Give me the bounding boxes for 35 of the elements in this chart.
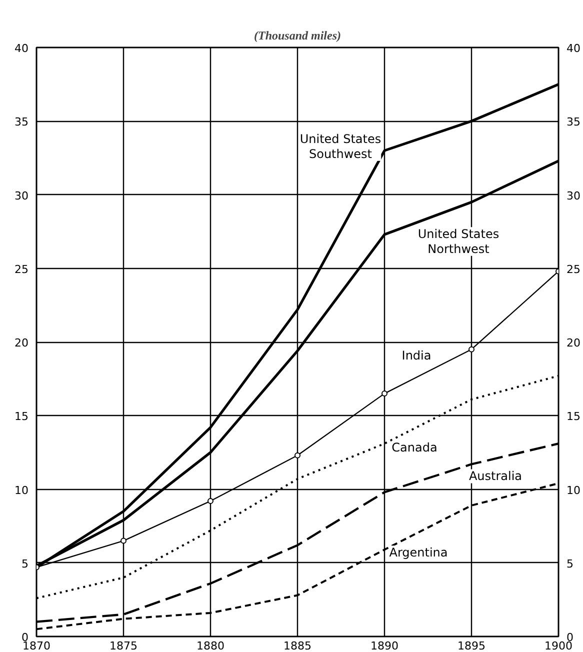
point <box>294 452 300 458</box>
y-tick-label: 5 <box>22 557 28 570</box>
series-label: Australia <box>468 469 522 484</box>
series-label: India <box>402 348 432 363</box>
y2-tick-label: 15 <box>566 410 580 424</box>
x-tick-label: 1875 <box>110 640 138 652</box>
y2-tick-label: 30 <box>566 189 580 202</box>
x-tick-label: 1880 <box>196 640 225 652</box>
y-tick-label: 25 <box>14 262 29 276</box>
series-label: Argentina <box>389 546 448 560</box>
y-tick-label: 35 <box>14 116 29 129</box>
y-tick-label: 10 <box>14 484 29 497</box>
chart-title: (Thousand miles) <box>254 28 342 42</box>
y-tick-label: 20 <box>14 336 29 350</box>
point <box>120 538 126 544</box>
x-tick-label: 1895 <box>458 640 486 652</box>
y-tick-label: 40 <box>14 42 29 55</box>
point <box>468 346 474 352</box>
y2-tick-label: 40 <box>566 42 580 55</box>
y2-tick-label: 5 <box>566 557 574 570</box>
x-tick-label: 1890 <box>370 640 399 652</box>
series-label: United States Northwest <box>418 227 500 256</box>
y-tick-label: 30 <box>14 189 29 202</box>
y2-tick-label: 20 <box>566 336 580 350</box>
x-tick-label: 1885 <box>284 640 312 652</box>
point <box>208 498 214 504</box>
y2-tick-label: 25 <box>566 262 580 276</box>
x-tick-label: 1900 <box>544 640 573 652</box>
y2-tick-label: 10 <box>566 484 580 497</box>
series-label: United States Southwest <box>300 132 382 161</box>
x-tick-label: 1870 <box>22 640 51 652</box>
y-tick-label: 15 <box>14 410 29 424</box>
y2-tick-label: 35 <box>566 116 580 129</box>
point <box>382 390 388 397</box>
series-label: Canada <box>392 440 438 455</box>
